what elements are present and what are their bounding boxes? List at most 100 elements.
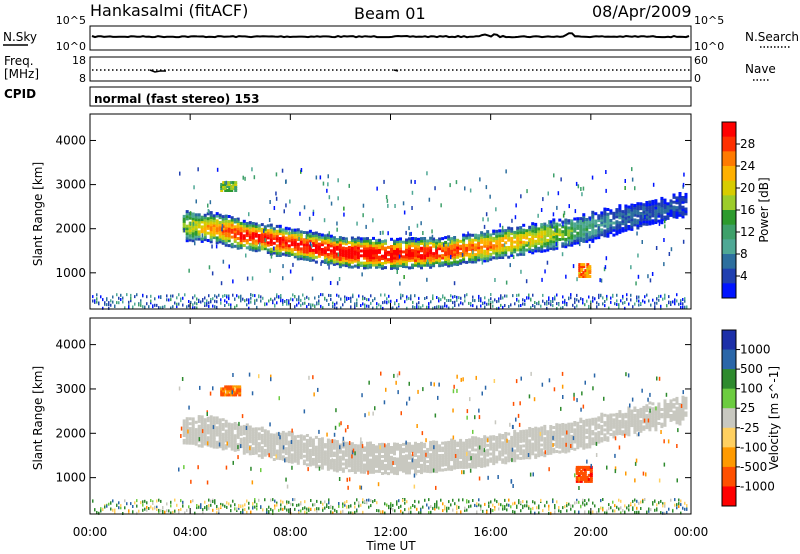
- velocity-cell: [663, 421, 667, 425]
- power-cell: [338, 245, 342, 249]
- power-cell: [576, 222, 580, 225]
- power-cell: [564, 237, 568, 241]
- power-cell: [251, 243, 255, 247]
- velocity-cell: [245, 445, 249, 449]
- velocity-cell: [678, 405, 682, 409]
- power-cell: [248, 245, 252, 249]
- velocity-cell: [459, 463, 463, 467]
- velocity-cell: [242, 429, 246, 433]
- power-cell: [642, 210, 646, 214]
- power-cell: [510, 227, 514, 231]
- velocity-cell: [456, 456, 460, 460]
- velocity-cell: [221, 440, 225, 444]
- velocity-cell: [317, 438, 321, 441]
- power-cell: [591, 220, 595, 224]
- velocity-cell: [233, 426, 237, 430]
- velocity-cell: [489, 435, 493, 439]
- velocity-cell: [549, 451, 553, 455]
- power-cell: [227, 229, 231, 233]
- velocity-patch-cell: [583, 465, 587, 469]
- near-range-echo: [170, 306, 172, 310]
- velocity-cell: [540, 428, 544, 432]
- power-cell: [320, 238, 324, 242]
- power-cell: [239, 224, 243, 228]
- velocity-cell: [618, 429, 622, 433]
- power-cell: [576, 234, 580, 238]
- velocity-cell: [245, 442, 249, 446]
- velocity-cell: [299, 434, 303, 438]
- velocity-cell: [414, 451, 417, 455]
- power-cell: [341, 249, 345, 253]
- power-cell: [384, 258, 387, 262]
- velocity-cell: [182, 419, 186, 423]
- power-cell: [375, 239, 378, 243]
- power-cell: [591, 239, 595, 243]
- scatter-echo: [576, 277, 578, 282]
- power-cell: [372, 236, 375, 240]
- near-range-echo: [154, 303, 156, 307]
- power-cell: [399, 252, 402, 255]
- near-range-echo: [478, 498, 480, 502]
- velocity-cell: [272, 450, 276, 454]
- velocity-cell: [555, 442, 559, 446]
- near-range-echo: [624, 306, 626, 310]
- power-cell: [549, 242, 553, 246]
- power-cell: [278, 244, 282, 248]
- power-cell: [350, 251, 354, 255]
- near-range-echo: [518, 304, 520, 308]
- near-range-echo: [332, 301, 334, 305]
- power-cell: [603, 224, 607, 228]
- velocity-cell: [588, 433, 592, 437]
- power-cell: [525, 243, 529, 247]
- velocity-cell: [606, 438, 610, 442]
- power-cell: [552, 240, 556, 244]
- velocity-patch-cell: [224, 385, 228, 389]
- velocity-cell: [435, 460, 439, 464]
- near-range-echo: [674, 302, 676, 306]
- velocity-cell: [480, 457, 484, 461]
- near-range-echo: [366, 501, 368, 505]
- scatter-echo: [336, 227, 338, 232]
- near-range-echo: [214, 305, 216, 309]
- velocity-cell: [335, 454, 339, 458]
- velocity-cell: [341, 452, 345, 456]
- near-range-echo: [578, 299, 580, 303]
- velocity-cell: [492, 449, 496, 453]
- velocity-cell: [359, 443, 363, 447]
- near-range-echo: [322, 508, 324, 512]
- velocity-cell: [672, 398, 676, 402]
- power-cell: [498, 229, 502, 233]
- near-range-echo: [318, 302, 320, 306]
- near-range-echo: [312, 503, 314, 507]
- velocity-cell: [453, 461, 457, 465]
- power-cell: [296, 250, 300, 254]
- power-cell: [531, 229, 535, 233]
- velocity-cell: [681, 407, 685, 411]
- power-cell: [248, 247, 252, 251]
- power-cell: [579, 234, 583, 238]
- near-range-echo: [154, 505, 156, 509]
- velocity-cell: [603, 433, 607, 437]
- power-cell: [432, 252, 436, 256]
- power-cell: [378, 243, 381, 247]
- scatter-echo: [311, 243, 313, 248]
- velocity-cell: [675, 401, 679, 405]
- velocity-cell: [254, 451, 258, 455]
- velocity-cell: [504, 436, 508, 440]
- velocity-cell: [230, 425, 234, 429]
- power-cell: [248, 228, 252, 232]
- power-y-axis-label: Slant Range [km]: [31, 162, 45, 266]
- velocity-cell: [609, 433, 613, 436]
- velocity-cell: [239, 437, 243, 441]
- velocity-patch-cell: [232, 391, 236, 395]
- velocity-cell: [588, 421, 592, 424]
- near-range-echo: [614, 302, 616, 306]
- power-cell: [384, 246, 387, 250]
- velocity-cell: [675, 396, 679, 400]
- near-range-echo: [280, 499, 282, 503]
- power-cell: [507, 231, 511, 235]
- scatter-echo: [647, 274, 649, 279]
- power-cell: [311, 244, 315, 247]
- velocity-cell: [600, 439, 604, 443]
- scatter-echo: [637, 274, 640, 279]
